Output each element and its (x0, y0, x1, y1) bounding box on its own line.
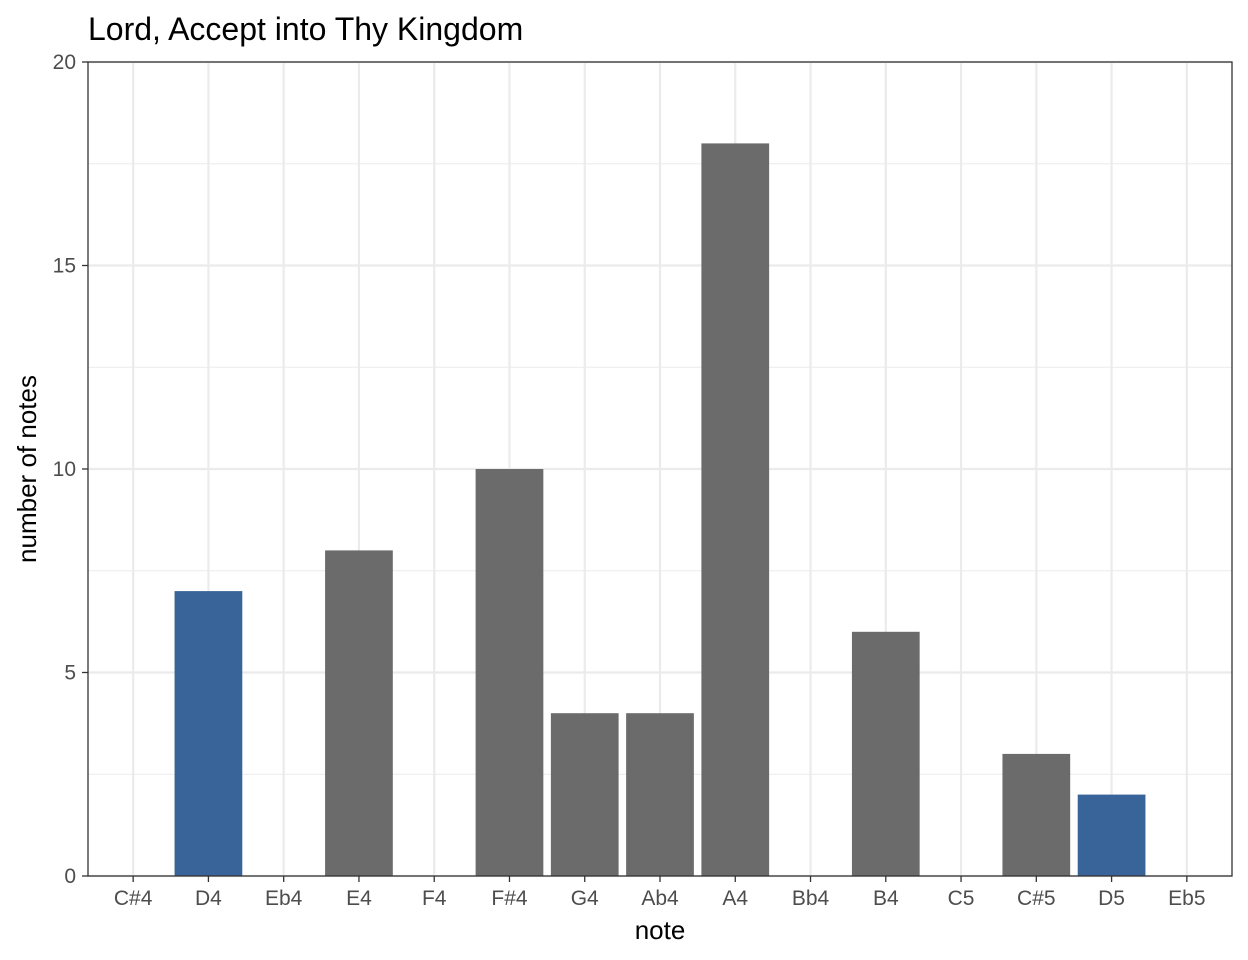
x-tick-label: C#5 (1017, 887, 1056, 910)
bar-d5 (1077, 794, 1146, 876)
bars (174, 143, 1146, 876)
y-tick-label: 0 (64, 865, 76, 888)
x-tick-label: D5 (1098, 887, 1125, 910)
x-tick-label: G4 (571, 887, 599, 910)
x-tick-label: E4 (346, 887, 372, 910)
x-tick-label: F#4 (491, 887, 528, 910)
x-tick-label: C#4 (114, 887, 153, 910)
bar-b4 (851, 631, 920, 876)
x-axis-title: note (635, 915, 686, 945)
y-tick-label: 5 (64, 662, 76, 685)
x-tick-label: A4 (722, 887, 748, 910)
y-tick-label: 15 (53, 255, 76, 278)
bar-fsharp4 (475, 469, 544, 876)
bar-csharp5 (1002, 753, 1071, 876)
bar-ab4 (626, 713, 694, 876)
x-tick-label: Eb4 (265, 887, 303, 910)
x-tick-label: Ab4 (641, 887, 679, 910)
x-tick-label: F4 (422, 887, 447, 910)
x-tick-label: Eb5 (1168, 887, 1205, 910)
y-axis-title: number of notes (12, 375, 42, 563)
y-tick-label: 10 (53, 458, 76, 481)
bar-d4 (174, 591, 243, 876)
bar-e4 (325, 550, 393, 876)
bar-g4 (550, 713, 619, 876)
x-tick-label: B4 (873, 887, 899, 910)
chart-title: Lord, Accept into Thy Kingdom (88, 11, 523, 47)
x-tick-label: D4 (195, 887, 222, 910)
bar-a4 (701, 143, 770, 876)
axes: 0 5 10 15 20 C#4 D4 Eb4 E4 F4 F#4 G4 Ab4 A4 Bb4 B4 C5 C#5… (53, 51, 1233, 910)
x-tick-label: Bb4 (792, 887, 830, 910)
y-tick-label: 20 (53, 51, 76, 74)
x-tick-label: C5 (948, 887, 975, 910)
